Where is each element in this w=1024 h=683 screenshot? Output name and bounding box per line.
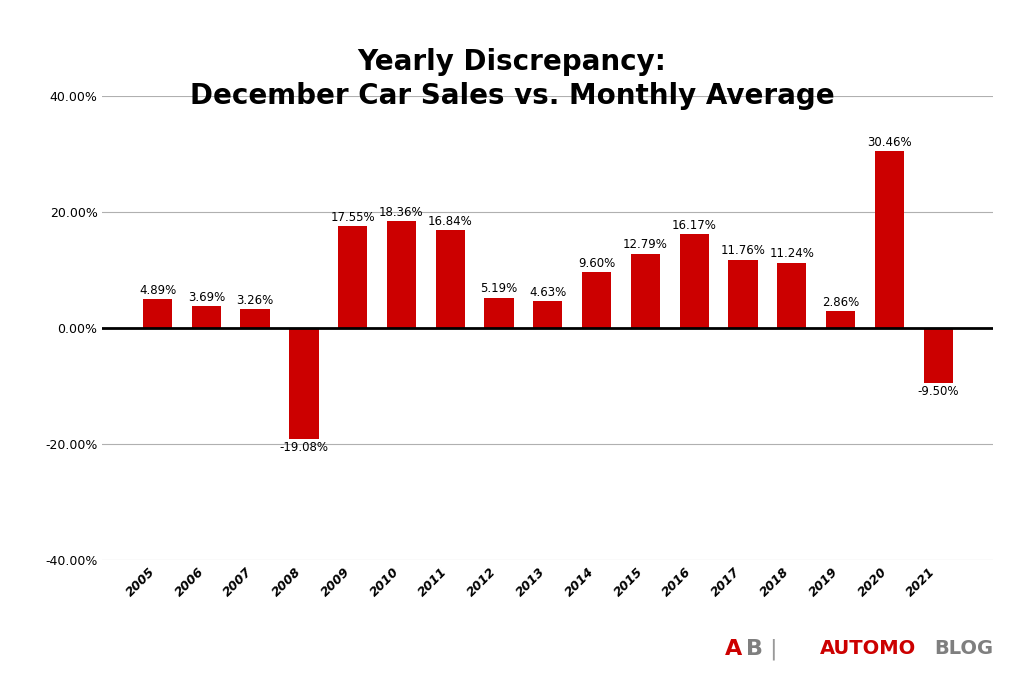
Bar [680, 234, 709, 328]
Text: 16.84%: 16.84% [428, 214, 473, 227]
Text: 9.60%: 9.60% [578, 257, 615, 270]
Text: A: A [725, 639, 742, 659]
Bar [826, 311, 855, 328]
Bar [143, 299, 172, 328]
Bar [435, 230, 465, 328]
Bar [874, 151, 904, 328]
Bar [338, 226, 368, 328]
Bar [484, 298, 514, 328]
Text: |: | [769, 638, 777, 660]
Text: December Car Sales vs. Monthly Average: December Car Sales vs. Monthly Average [189, 82, 835, 110]
Text: 16.17%: 16.17% [672, 219, 717, 232]
Bar [924, 328, 952, 383]
Bar [534, 301, 562, 328]
Text: 2.86%: 2.86% [822, 296, 859, 309]
Text: 18.36%: 18.36% [379, 206, 424, 219]
Bar [777, 262, 807, 328]
Bar [387, 221, 416, 328]
Bar [582, 272, 611, 328]
Text: 4.89%: 4.89% [139, 284, 176, 297]
Bar [289, 328, 318, 438]
Text: 3.69%: 3.69% [187, 291, 225, 304]
Text: 11.24%: 11.24% [769, 247, 814, 260]
Text: BLOG: BLOG [934, 639, 993, 658]
Text: -19.08%: -19.08% [280, 441, 329, 454]
Text: Yearly Discrepancy:: Yearly Discrepancy: [357, 48, 667, 76]
Text: 3.26%: 3.26% [237, 294, 273, 307]
Text: AUTOMO: AUTOMO [820, 639, 916, 658]
Text: B: B [745, 639, 763, 659]
Text: 4.63%: 4.63% [529, 285, 566, 298]
Text: -9.50%: -9.50% [918, 385, 958, 398]
Text: 12.79%: 12.79% [623, 238, 668, 251]
Text: 30.46%: 30.46% [867, 136, 911, 149]
Text: 5.19%: 5.19% [480, 282, 518, 295]
Text: 11.76%: 11.76% [721, 245, 765, 257]
Bar [728, 260, 758, 328]
Bar [631, 253, 660, 328]
Bar [191, 307, 221, 328]
Bar [241, 309, 269, 328]
Text: 17.55%: 17.55% [331, 210, 375, 223]
